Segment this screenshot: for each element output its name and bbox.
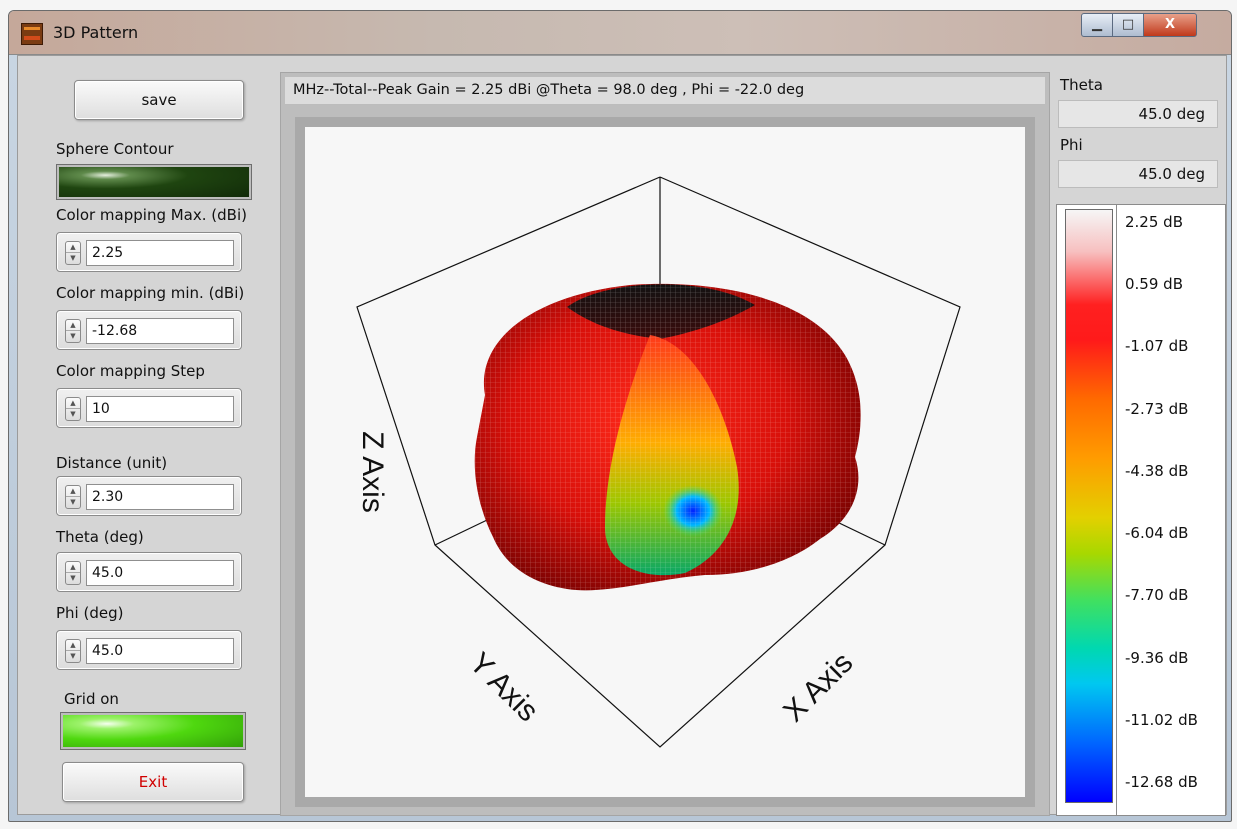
3d-plot-canvas[interactable]: Z Axis Y Axis X Axis: [305, 127, 1025, 797]
distance-control: ▲ ▼: [56, 476, 242, 516]
theta-control: ▲ ▼: [56, 552, 242, 592]
colorbar-tick-label: -6.04 dB: [1125, 524, 1189, 543]
y-axis-label: Y Axis: [463, 646, 545, 728]
client-area: save Sphere Contour Color mapping Max. (…: [17, 55, 1227, 816]
theta-spinner[interactable]: ▲ ▼: [65, 561, 81, 585]
colorbar-tick-label: -2.73 dB: [1125, 399, 1189, 418]
window-title: 3D Pattern: [53, 23, 139, 42]
color-max-spinner[interactable]: ▲ ▼: [65, 241, 81, 265]
colorbar-divider: [1116, 205, 1117, 815]
colorbar-tick-label: -9.36 dB: [1125, 648, 1189, 667]
color-step-control: ▲ ▼: [56, 388, 242, 428]
z-axis-label: Z Axis: [356, 431, 389, 513]
spin-down-icon[interactable]: ▼: [70, 254, 76, 262]
theta-label: Theta (deg): [56, 528, 144, 546]
color-step-spinner[interactable]: ▲ ▼: [65, 397, 81, 421]
distance-spinner[interactable]: ▲ ▼: [65, 485, 81, 509]
colorbar-tick-label: -7.70 dB: [1125, 586, 1189, 605]
colorbar: 2.25 dB 0.59 dB -1.07 dB -2.73 dB -4.38 dB -6…: [1056, 204, 1226, 816]
grid-on-toggle[interactable]: [60, 712, 246, 750]
phi-spinner[interactable]: ▲ ▼: [65, 639, 81, 663]
theta-input[interactable]: [86, 560, 234, 586]
radiation-pattern-surface: [474, 283, 861, 591]
pattern-mesh-overlay: [474, 283, 861, 591]
colorbar-tick-label: -1.07 dB: [1125, 337, 1189, 356]
color-min-label: Color mapping min. (dBi): [56, 284, 245, 302]
title-bar[interactable]: 3D Pattern ▁ □ X: [9, 11, 1231, 55]
minimize-button[interactable]: ▁: [1081, 13, 1113, 37]
spin-down-icon[interactable]: ▼: [70, 410, 76, 418]
color-max-input[interactable]: [86, 240, 234, 266]
phi-readout: 45.0 deg: [1058, 160, 1218, 188]
colorbar-ramp: [1065, 209, 1113, 803]
colorbar-tick-label: -11.02 dB: [1125, 710, 1198, 729]
color-min-input[interactable]: [86, 318, 234, 344]
spin-up-icon[interactable]: ▲: [66, 640, 80, 651]
phi-label: Phi (deg): [56, 604, 124, 622]
spin-down-icon[interactable]: ▼: [70, 332, 76, 340]
color-min-control: ▲ ▼: [56, 310, 242, 350]
color-max-label: Color mapping Max. (dBi): [56, 206, 247, 224]
plot-title: MHz--Total--Peak Gain = 2.25 dBi @Theta …: [285, 77, 1045, 105]
theta-readout-label: Theta: [1060, 76, 1103, 94]
spin-up-icon[interactable]: ▲: [66, 562, 80, 573]
controls-panel: save Sphere Contour Color mapping Max. (…: [18, 56, 268, 816]
grid-on-label: Grid on: [64, 690, 119, 708]
distance-input[interactable]: [86, 484, 234, 510]
spin-up-icon[interactable]: ▲: [66, 242, 80, 253]
theta-readout: 45.0 deg: [1058, 100, 1218, 128]
color-min-spinner[interactable]: ▲ ▼: [65, 319, 81, 343]
colorbar-tick-label: 2.25 dB: [1125, 213, 1183, 231]
sphere-contour-indicator[interactable]: [56, 164, 252, 200]
spin-up-icon[interactable]: ▲: [66, 320, 80, 331]
spin-down-icon[interactable]: ▼: [70, 574, 76, 582]
3d-pattern-plot[interactable]: Z Axis Y Axis X Axis: [305, 127, 1025, 797]
save-button[interactable]: save: [74, 80, 244, 120]
spin-up-icon[interactable]: ▲: [66, 486, 80, 497]
app-window: 3D Pattern ▁ □ X save Sphere Contour Col…: [8, 10, 1232, 822]
sphere-contour-label: Sphere Contour: [56, 140, 174, 158]
color-max-control: ▲ ▼: [56, 232, 242, 272]
x-axis-label: X Axis: [777, 646, 859, 728]
distance-label: Distance (unit): [56, 454, 168, 472]
spin-down-icon[interactable]: ▼: [70, 498, 76, 506]
color-step-input[interactable]: [86, 396, 234, 422]
close-button[interactable]: X: [1143, 13, 1197, 37]
spin-up-icon[interactable]: ▲: [66, 398, 80, 409]
colorbar-tick-label: -4.38 dB: [1125, 461, 1189, 480]
phi-readout-label: Phi: [1060, 136, 1083, 154]
app-icon: [21, 23, 43, 45]
plot-frame: MHz--Total--Peak Gain = 2.25 dBi @Theta …: [280, 72, 1050, 816]
spin-down-icon[interactable]: ▼: [70, 652, 76, 660]
color-step-label: Color mapping Step: [56, 362, 205, 380]
maximize-button[interactable]: □: [1112, 13, 1144, 37]
exit-button[interactable]: Exit: [62, 762, 244, 802]
phi-input[interactable]: [86, 638, 234, 664]
phi-control: ▲ ▼: [56, 630, 242, 670]
colorbar-tick-label: 0.59 dB: [1125, 275, 1183, 294]
colorbar-tick-label: -12.68 dB: [1125, 773, 1198, 791]
